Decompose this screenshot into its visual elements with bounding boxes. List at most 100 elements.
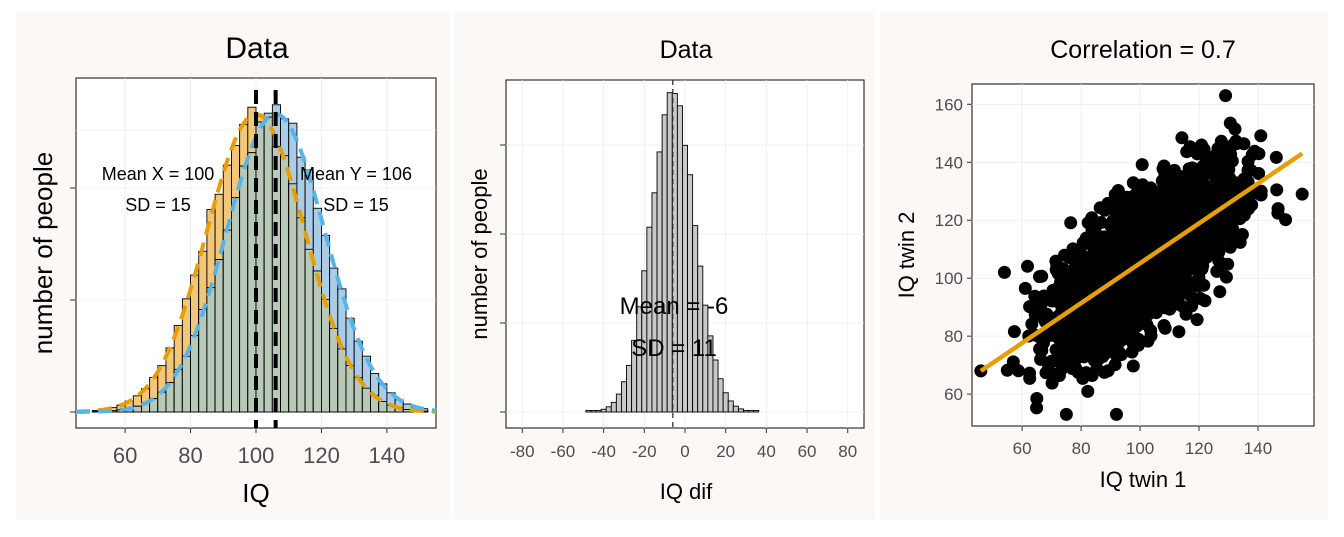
bar-dif [585,410,592,413]
data-point [1071,309,1085,323]
panel-2-xlabel: IQ dif [660,479,713,504]
data-point [1156,203,1169,217]
data-point [1049,263,1063,277]
data-point [1187,275,1201,289]
bar-overlap [181,355,191,413]
data-point [1126,176,1140,190]
y-tick-label: 60 [944,385,963,404]
data-point [1107,196,1121,210]
data-point [1081,321,1094,335]
data-point [1220,155,1234,169]
panel-2-title: Data [660,36,713,64]
x-tick-label: 120 [303,443,340,468]
bar-dif [666,92,673,413]
bar-dif [656,151,663,413]
data-point [1096,315,1110,329]
panel-3-title: Correlation = 0.7 [1050,36,1236,64]
y-tick-label: 120 [935,211,963,230]
data-point [1106,255,1120,269]
data-point [1241,154,1255,168]
x-tick-label: 60 [798,442,817,461]
bar-overlap [361,387,371,413]
data-point [1125,276,1139,290]
data-point [1180,145,1194,159]
data-point [1237,137,1251,151]
data-point [1065,340,1079,354]
data-point [1251,186,1265,200]
data-point [1121,321,1134,335]
data-point [1138,215,1152,229]
bar-dif [615,393,622,413]
data-point [1109,407,1123,421]
data-point [1228,122,1242,136]
bar-dif [732,405,739,413]
panel-1-title: Data [225,32,289,65]
x-tick-label: 20 [716,442,735,461]
y-tick-label: 160 [935,95,963,114]
data-point [1190,313,1204,327]
panel-twin-scatter: Correlation = 0.7 60 80 100 120 140 60 80 100 12… [880,12,1328,520]
data-point [1098,365,1111,379]
annotation-sd-dif: SD = 11 [631,335,717,362]
data-point [1032,303,1046,317]
data-point [1219,89,1233,103]
data-point [1062,268,1076,282]
data-point [1254,129,1268,143]
data-point [1007,325,1021,339]
data-point [1156,162,1170,176]
bar-overlap [132,405,142,413]
data-point [1096,350,1110,364]
data-point [1081,384,1095,398]
x-tick-label: 140 [1244,439,1272,458]
data-point [1034,352,1048,366]
data-point [1123,253,1137,267]
panel-1-ylabel: number of people [28,152,58,354]
bar-dif [605,406,612,413]
bar-overlap [214,259,224,413]
annotation-sd-x: SD = 15 [125,195,191,215]
bar-overlap [206,287,216,413]
data-point [1065,325,1079,339]
bar-overlap [280,155,290,413]
data-point [1213,285,1227,299]
data-point [1223,240,1237,254]
bar-overlap [263,116,273,413]
annotation-mean-x: Mean X = 100 [102,164,215,184]
data-point [1189,247,1203,261]
bar-dif [626,364,633,413]
data-point [1087,272,1101,286]
data-point [1059,407,1073,421]
data-point [1207,247,1221,261]
annotation-mean-y: Mean Y = 106 [300,164,412,184]
data-point [1098,203,1112,217]
data-point [1132,291,1146,305]
data-point [1279,213,1293,227]
data-point [1170,221,1184,235]
data-point [1221,257,1235,271]
x-tick-label: 100 [1126,439,1154,458]
bar-overlap [288,183,298,413]
data-point [1163,195,1177,209]
data-point [1169,169,1183,183]
data-point [1159,183,1173,197]
bar-overlap [231,197,241,413]
data-point [1030,401,1044,415]
bar-overlap [304,248,314,413]
data-point [1176,247,1190,261]
bar-dif [737,408,744,413]
y-tick-label: 80 [944,327,963,346]
y-tick-label: 100 [935,269,963,288]
data-point [1269,150,1283,164]
panel-3-ylabel: IQ twin 2 [894,212,919,299]
data-point [1233,212,1247,226]
data-point [1021,259,1034,273]
data-point [1030,392,1044,405]
annotation-sd-y: SD = 15 [323,195,389,215]
x-tick-label: 60 [113,443,137,468]
bar-overlap [157,391,167,413]
data-point [1147,258,1161,272]
data-point [1045,366,1058,380]
bar-dif [712,359,719,413]
